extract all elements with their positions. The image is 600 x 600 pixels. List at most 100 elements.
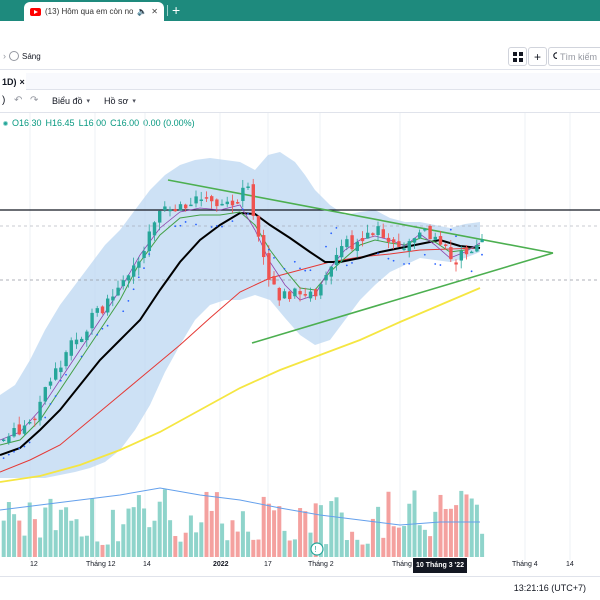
- sar-dot: [174, 225, 177, 228]
- volume-bar: [480, 533, 485, 557]
- candle-body: [69, 340, 73, 356]
- volume-bar: [329, 501, 334, 557]
- sar-dot: [434, 263, 437, 265]
- sar-dot: [403, 263, 405, 265]
- sar-dot: [325, 245, 327, 248]
- candle-body: [236, 202, 240, 204]
- sar-dot: [106, 324, 109, 327]
- candle-body: [438, 236, 443, 245]
- redo-icon[interactable]: ↷: [30, 95, 39, 106]
- candle-body: [475, 245, 479, 252]
- candle-body: [199, 199, 203, 202]
- browser-tab-strip: (13) Hôm qua em còn nơi đây 🔈 ✕ +: [0, 0, 600, 21]
- sar-dot: [351, 262, 353, 264]
- ohlc-close: C16.00: [110, 118, 140, 128]
- candle-body: [376, 226, 380, 236]
- sar-dot: [137, 276, 140, 279]
- sar-dot: [13, 450, 15, 453]
- chart-dropdown[interactable]: Biểu đồ ▾: [52, 96, 90, 106]
- sar-dot: [59, 379, 62, 382]
- sar-dot: [122, 310, 125, 313]
- volume-bar: [178, 541, 183, 557]
- search-box[interactable]: [548, 47, 600, 66]
- chart-tab-close-icon[interactable]: ×: [19, 76, 25, 87]
- volume-bar: [131, 507, 136, 557]
- candle-body: [329, 266, 333, 277]
- candle-body: [95, 308, 99, 313]
- speaker-icon[interactable]: 🔈: [137, 7, 148, 16]
- candle-body: [360, 238, 365, 242]
- candle-body: [272, 276, 276, 285]
- time-axis[interactable]: 12 Tháng 12 14 2022 17 Tháng 2 Tháng Thá…: [0, 558, 600, 574]
- toolbar-separator-icon: ›: [3, 51, 6, 61]
- theme-toggle[interactable]: › Sáng: [3, 51, 41, 61]
- undo-icon[interactable]: ↶: [14, 95, 23, 106]
- candle-body: [28, 421, 32, 424]
- chart-tab[interactable]: 1D) ×: [0, 73, 26, 90]
- sar-dot: [299, 267, 301, 270]
- sar-dot: [2, 457, 5, 460]
- candle-body: [204, 197, 209, 199]
- new-tab-button[interactable]: +: [172, 2, 181, 18]
- volume-bar: [12, 514, 17, 557]
- candle-body: [251, 184, 255, 216]
- volume-bar: [199, 522, 204, 557]
- chart-dropdown-label: Biểu đồ: [52, 96, 83, 106]
- close-tab-icon[interactable]: ✕: [151, 7, 158, 16]
- candle-body: [225, 201, 229, 205]
- candle-body: [7, 436, 11, 443]
- toggle-circle-icon[interactable]: [9, 51, 19, 61]
- main-toolbar: › Sáng +: [0, 44, 600, 70]
- volume-bar: [225, 540, 230, 557]
- chart-tab-label: 1D): [2, 76, 17, 87]
- price-chart[interactable]: !: [0, 113, 600, 565]
- sar-dot: [127, 299, 130, 302]
- candle-body: [230, 200, 235, 206]
- volume-bar: [84, 535, 89, 557]
- volume-bar: [64, 507, 69, 557]
- sar-dot: [101, 327, 104, 330]
- volume-bar: [251, 539, 256, 557]
- volume-bar: [256, 539, 261, 557]
- candle-body: [256, 215, 261, 237]
- volume-bar: [188, 515, 193, 557]
- volume-bar: [136, 495, 141, 557]
- time-label: Tháng: [392, 561, 412, 568]
- candle-body: [433, 236, 437, 240]
- triangle-pattern[interactable]: [167, 179, 554, 344]
- time-label: Tháng 2: [308, 561, 334, 568]
- candle-body: [355, 241, 359, 251]
- volume-bar: [464, 494, 469, 557]
- volume-bar: [339, 512, 344, 557]
- volume-alert-icon[interactable]: !: [310, 542, 324, 556]
- volume-bar: [292, 539, 297, 557]
- volume-bar: [22, 535, 27, 557]
- volume-bar: [344, 540, 349, 557]
- volume-bar: [261, 496, 266, 557]
- volume-bar: [282, 530, 287, 557]
- volume-bar: [235, 531, 240, 557]
- browser-tab[interactable]: (13) Hôm qua em còn nơi đây 🔈 ✕: [24, 2, 164, 21]
- sar-dot: [449, 228, 452, 231]
- volume-bar: [287, 540, 292, 557]
- candle-body: [298, 291, 302, 295]
- volume-bar: [365, 543, 370, 557]
- add-button[interactable]: +: [528, 47, 547, 66]
- profile-dropdown[interactable]: Hồ sơ ▾: [104, 96, 136, 106]
- candle-body: [90, 312, 94, 329]
- volume-bar: [360, 544, 365, 557]
- sar-dot: [387, 257, 390, 260]
- candle-body: [402, 248, 406, 250]
- sar-dot: [455, 235, 457, 238]
- candle-body: [147, 231, 151, 252]
- candle-body: [215, 199, 219, 207]
- search-input[interactable]: [560, 51, 600, 62]
- time-label: 12: [30, 561, 38, 568]
- volume-bar: [474, 504, 479, 557]
- candle-body: [178, 204, 183, 211]
- sar-dot: [80, 355, 83, 358]
- volume-bar: [350, 531, 355, 557]
- candle-body: [220, 203, 224, 206]
- layout-grid-button[interactable]: [508, 47, 527, 66]
- candle-body: [241, 187, 245, 201]
